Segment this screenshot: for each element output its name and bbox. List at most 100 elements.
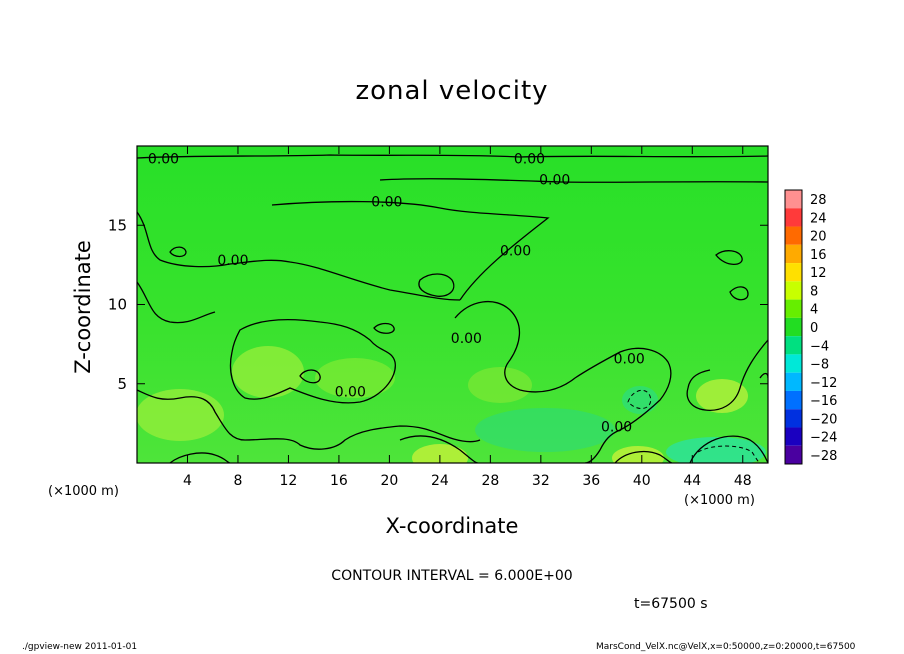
colorbar-label: 28 [810, 193, 827, 208]
contour-line [686, 339, 768, 411]
x-tick-label: 48 [734, 473, 752, 489]
contour-line [379, 178, 768, 183]
colorbar-swatch [785, 409, 802, 428]
colorbar-swatch [785, 336, 802, 355]
negative-region [622, 386, 658, 414]
contour-label: 0.00 [539, 172, 570, 188]
positive-region [137, 389, 224, 441]
colorbar-label: 0 [810, 321, 818, 336]
contour-label: 0.00 [614, 351, 645, 367]
colorbar-swatch [785, 427, 802, 446]
x-tick-label: 20 [380, 473, 398, 489]
positive-region [412, 444, 468, 463]
colorbar-label: 20 [810, 230, 827, 245]
contour-line [271, 200, 550, 301]
x-axis-label: X-coordinate [385, 514, 519, 538]
colorbar-label: −24 [810, 431, 837, 446]
x-tick-label: 16 [330, 473, 348, 489]
contour-label: 0.00 [601, 420, 632, 436]
contour-line [454, 300, 672, 463]
y-tick-label: 10 [108, 296, 127, 314]
x-tick-label: 44 [683, 473, 701, 489]
colorbar-label: 16 [810, 248, 827, 263]
positive-region [232, 346, 304, 398]
colorbar-label: −12 [810, 376, 837, 391]
x-tick-label: 24 [431, 473, 449, 489]
colorbar-label: 24 [810, 211, 827, 226]
colorbar-swatch [785, 299, 802, 318]
contour-label: 0.00 [500, 244, 531, 260]
contour-line [729, 286, 749, 301]
x-tick-label: 36 [582, 473, 600, 489]
colorbar-label: −16 [810, 394, 837, 409]
x-tick-label: 32 [532, 473, 550, 489]
contour-lines [137, 154, 768, 463]
colorbar-swatch [785, 281, 802, 300]
contour-label: 0.00 [148, 152, 179, 168]
x-tick-label: 12 [280, 473, 298, 489]
contour-field: 0.00 0.00 0.00 0.00 0.00 0.00 0.00 0.00 0.00 0.00 [137, 146, 768, 463]
contour-line [715, 250, 743, 266]
contour-label: 0.00 [514, 152, 545, 168]
y-axis-unit: (×1000 m) [48, 484, 119, 499]
colorbar-swatch [785, 190, 802, 209]
contour-line [418, 273, 455, 297]
footer-left: ./gpview-new 2011-01-01 [22, 642, 138, 652]
x-tick-label: 8 [233, 473, 242, 489]
positive-region [315, 358, 395, 398]
colorbar-label: 8 [810, 284, 818, 299]
negative-region [475, 408, 615, 452]
contour-line [169, 452, 231, 463]
contour-line [229, 318, 396, 404]
colorbar-swatch [785, 445, 802, 464]
colorbar-label: −4 [810, 339, 829, 354]
x-tick-label: 40 [633, 473, 651, 489]
x-tick-label: 4 [183, 473, 192, 489]
field-background [137, 146, 768, 463]
colorbar-label: −28 [810, 449, 837, 464]
y-axis-label: Z-coordinate [71, 240, 95, 374]
colorbar: 28 24 20 16 12 8 4 0 −4 −8 −12 −16 −20 −24 −28 [784, 189, 837, 465]
time-label: t=67500 s [634, 596, 708, 612]
negative-region [666, 437, 766, 463]
dashed-contour [627, 389, 652, 410]
colorbar-swatch [785, 390, 802, 410]
colorbar-label: 4 [810, 303, 818, 318]
colorbar-label: −8 [810, 358, 829, 373]
contour-line [299, 369, 321, 384]
contour-label: 0.00 [451, 331, 482, 347]
contour-line [137, 211, 461, 301]
colorbar-swatch [785, 354, 802, 373]
contour-line [169, 246, 187, 258]
y-tick-label: 15 [108, 216, 127, 234]
contour-line [137, 281, 216, 324]
contour-label: 0.00 [371, 194, 402, 210]
contour-line [614, 450, 673, 463]
colorbar-swatch [785, 226, 802, 245]
colorbar-swatch [785, 244, 802, 264]
colorbar-swatch [785, 263, 802, 282]
negative-contours [627, 389, 761, 463]
colorbar-label: 12 [810, 266, 827, 281]
contour-label: 0.00 [335, 385, 366, 401]
y-tick-label: 5 [117, 375, 127, 393]
footer-right: MarsCond_VelX.nc@VelX,x=0:50000,z=0:2000… [596, 642, 856, 652]
colorbar-swatch [785, 208, 802, 227]
contour-line [137, 154, 768, 159]
positive-region [696, 379, 748, 413]
contour-line [137, 389, 481, 450]
colorbar-swatch [785, 317, 802, 337]
colorbar-frame [784, 189, 803, 465]
contour-label: 0.00 [217, 253, 248, 269]
chart-title: zonal velocity [355, 76, 549, 106]
positive-region [612, 446, 664, 463]
contour-line [399, 435, 479, 463]
contour-line [689, 435, 768, 463]
contour-interval: CONTOUR INTERVAL = 6.000E+00 [331, 568, 573, 584]
contour-label-layer: 0.00 0.00 0.00 0.00 0.00 0.00 0.00 0.00 0.00 0.00 [148, 152, 645, 436]
dashed-contour [697, 445, 761, 463]
x-tick-label: 28 [481, 473, 499, 489]
colorbar-label: −20 [810, 412, 837, 427]
